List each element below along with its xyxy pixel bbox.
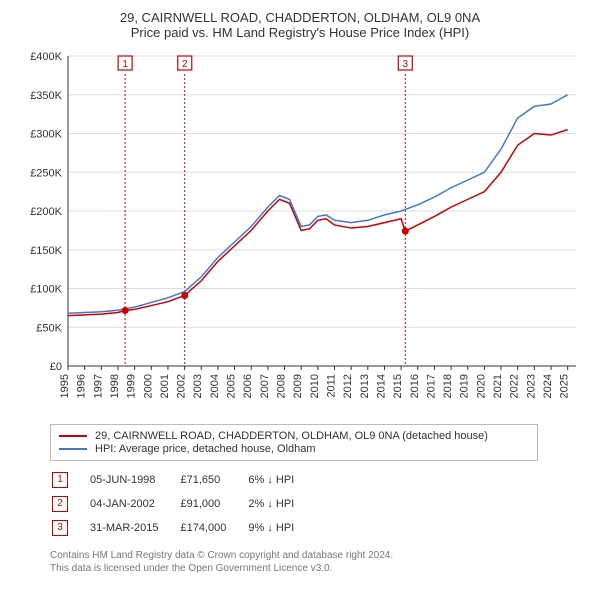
event-delta: 2% ↓ HPI [248,493,314,515]
svg-text:2015: 2015 [392,374,404,398]
svg-text:£50K: £50K [36,322,62,334]
title-subtitle: Price paid vs. HM Land Registry's House … [10,25,590,40]
chart-title: 29, CAIRNWELL ROAD, CHADDERTON, OLDHAM, … [10,10,590,40]
legend: 29, CAIRNWELL ROAD, CHADDERTON, OLDHAM, … [50,424,538,461]
svg-text:2009: 2009 [292,374,304,398]
svg-text:2024: 2024 [542,374,554,398]
legend-swatch-hpi [59,448,87,450]
svg-text:2022: 2022 [509,374,521,398]
svg-text:2018: 2018 [442,374,454,398]
event-date: 04-JAN-2002 [90,493,178,515]
svg-text:1997: 1997 [92,374,104,398]
svg-text:2000: 2000 [142,374,154,398]
event-marker-icon: 2 [52,496,68,512]
svg-text:2014: 2014 [375,374,387,398]
svg-text:2016: 2016 [409,374,421,398]
event-price: £174,000 [180,517,246,539]
event-row: 1 05-JUN-1998£71,6506% ↓ HPI [52,469,314,491]
svg-text:2006: 2006 [242,374,254,398]
chart-svg: £0 £50K £100K £150K £200K £250K £300K £350K £400… [20,46,580,416]
event-marker-icon: 3 [52,520,68,536]
svg-text:£250K: £250K [30,167,62,179]
svg-text:2005: 2005 [226,374,238,398]
svg-text:2007: 2007 [259,374,271,398]
svg-text:2004: 2004 [209,374,221,398]
event-row: 3 31-MAR-2015£174,0009% ↓ HPI [52,517,314,539]
events-table: 1 05-JUN-1998£71,6506% ↓ HPI 2 04-JAN-2002£… [50,467,316,541]
svg-text:1999: 1999 [126,374,138,398]
svg-text:£100K: £100K [30,284,62,296]
event-delta: 6% ↓ HPI [248,469,314,491]
legend-swatch-price-paid [59,435,87,437]
event-date: 05-JUN-1998 [90,469,178,491]
svg-text:2020: 2020 [475,374,487,398]
svg-text:2002: 2002 [176,374,188,398]
event-row: 2 04-JAN-2002£91,0002% ↓ HPI [52,493,314,515]
svg-text:2012: 2012 [342,374,354,398]
footer-attribution: Contains HM Land Registry data © Crown c… [50,549,590,575]
svg-text:£150K: £150K [30,245,62,257]
svg-text:1998: 1998 [109,374,121,398]
event-price: £91,000 [180,493,246,515]
svg-text:2003: 2003 [192,374,204,398]
svg-text:1: 1 [122,59,128,70]
title-address: 29, CAIRNWELL ROAD, CHADDERTON, OLDHAM, … [10,10,590,25]
svg-text:£400K: £400K [30,51,62,63]
svg-text:2023: 2023 [525,374,537,398]
legend-label-hpi: HPI: Average price, detached house, Oldh… [95,443,316,455]
svg-text:2019: 2019 [459,374,471,398]
svg-text:1996: 1996 [76,374,88,398]
svg-text:2013: 2013 [359,374,371,398]
svg-text:2021: 2021 [492,374,504,398]
svg-text:3: 3 [402,59,408,70]
legend-label-price-paid: 29, CAIRNWELL ROAD, CHADDERTON, OLDHAM, … [95,430,488,442]
svg-text:2010: 2010 [309,374,321,398]
svg-text:£300K: £300K [30,129,62,141]
svg-text:£0: £0 [50,361,62,373]
event-delta: 9% ↓ HPI [248,517,314,539]
svg-text:2025: 2025 [559,374,571,398]
svg-text:2: 2 [182,59,188,70]
svg-text:£200K: £200K [30,206,62,218]
price-chart: £0 £50K £100K £150K £200K £250K £300K £350K £400… [20,46,580,416]
svg-text:2011: 2011 [325,374,337,398]
footer-line1: Contains HM Land Registry data © Crown c… [50,549,590,562]
event-marker-icon: 1 [52,472,68,488]
svg-text:2008: 2008 [276,374,288,398]
svg-text:1995: 1995 [59,374,71,398]
legend-row-price-paid: 29, CAIRNWELL ROAD, CHADDERTON, OLDHAM, … [59,430,529,442]
svg-text:£350K: £350K [30,90,62,102]
event-price: £71,650 [180,469,246,491]
footer-line2: This data is licensed under the Open Gov… [50,562,590,575]
svg-text:2017: 2017 [425,374,437,398]
legend-row-hpi: HPI: Average price, detached house, Oldh… [59,443,529,455]
svg-text:2001: 2001 [159,374,171,398]
event-date: 31-MAR-2015 [90,517,178,539]
